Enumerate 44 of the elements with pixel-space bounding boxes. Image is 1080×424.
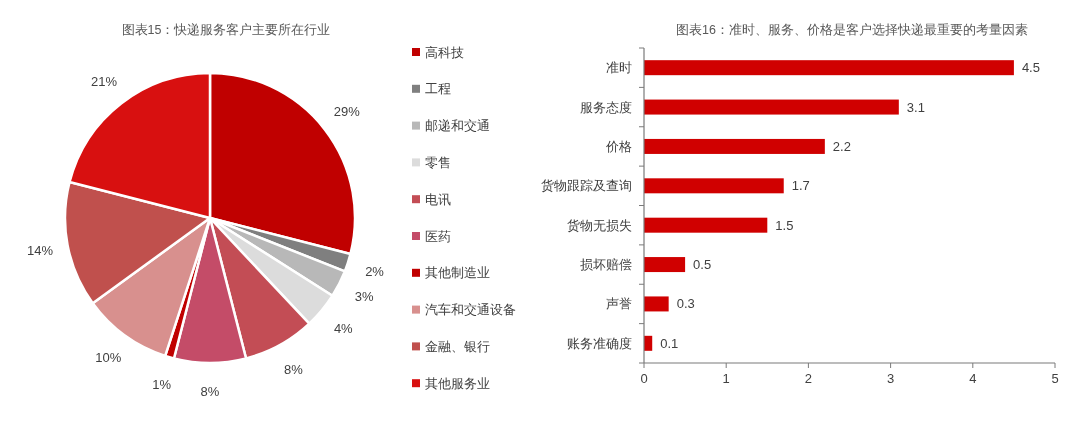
legend-label: 其他服务业 <box>425 375 490 391</box>
x-tick-label: 4 <box>969 371 977 386</box>
y-tick-label: 货物跟踪及查询 <box>541 178 632 194</box>
data-label: 3% <box>354 289 374 305</box>
x-tick-label: 0 <box>640 371 648 386</box>
legend-label: 零售 <box>425 154 451 170</box>
chart-title: 图表16：准时、服务、价格是客户选择快递最重要的考量因素 <box>676 22 1028 37</box>
legend-label: 医药 <box>425 228 451 244</box>
data-label: 14% <box>27 242 54 258</box>
data-label: 0.3 <box>676 296 695 312</box>
legend-label: 汽车和交通设备 <box>425 302 516 318</box>
data-label: 4.5 <box>1021 60 1040 76</box>
data-label: 1.5 <box>775 217 794 233</box>
data-label: 3.1 <box>906 99 925 115</box>
x-tick-label: 5 <box>1051 371 1059 386</box>
y-tick-label: 声誉 <box>606 296 632 312</box>
data-label: 2% <box>365 263 385 279</box>
legend-label: 其他制造业 <box>425 265 490 281</box>
data-label: 1.7 <box>791 178 810 194</box>
x-tick-label: 2 <box>804 371 813 386</box>
data-label: 1% <box>152 376 172 392</box>
data-label: 10% <box>95 350 122 366</box>
y-tick-label: 准时 <box>606 60 632 76</box>
data-label: 8% <box>200 383 220 399</box>
y-tick-label: 价格 <box>605 138 632 154</box>
data-label: 8% <box>283 362 304 378</box>
x-tick-label: 3 <box>886 371 895 386</box>
y-tick-label: 账务准确度 <box>567 335 632 351</box>
legend-label: 高科技 <box>425 44 464 60</box>
legend-label: 金融、银行 <box>425 338 490 354</box>
x-tick-label: 1 <box>722 371 730 386</box>
data-label: 4% <box>333 320 354 336</box>
y-tick-label: 损坏赔偿 <box>580 257 632 273</box>
legend-label: 邮递和交通 <box>425 118 490 134</box>
y-tick-label: 货物无损失 <box>567 217 632 233</box>
data-label: 29% <box>333 104 361 120</box>
chart-title: 图表15：快递服务客户主要所在行业 <box>121 22 331 37</box>
data-label: 2.2 <box>832 138 851 154</box>
data-label: 0.5 <box>693 257 712 273</box>
data-label: 21% <box>90 73 118 89</box>
legend-label: 工程 <box>425 81 451 97</box>
data-label: 0.1 <box>660 335 679 351</box>
legend-label: 电讯 <box>425 191 451 207</box>
y-tick-label: 服务态度 <box>580 99 632 115</box>
